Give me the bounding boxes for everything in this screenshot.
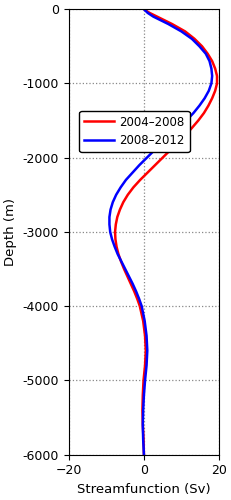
2008–2012 xyxy=(143,6,145,12)
2004–2008 xyxy=(144,362,146,368)
2004–2008 xyxy=(114,222,117,228)
2004–2008 xyxy=(133,288,136,294)
2008–2012 xyxy=(108,214,111,220)
2008–2012 xyxy=(108,222,111,228)
2004–2008 xyxy=(143,6,145,12)
2008–2012 xyxy=(143,452,145,458)
2004–2008 xyxy=(143,452,145,458)
2008–2012 xyxy=(111,236,113,242)
2008–2012 xyxy=(135,288,137,294)
Line: 2008–2012: 2008–2012 xyxy=(109,9,212,454)
X-axis label: Streamfunction (Sv): Streamfunction (Sv) xyxy=(77,483,211,496)
Legend: 2004–2008, 2008–2012: 2004–2008, 2008–2012 xyxy=(79,111,190,152)
2008–2012 xyxy=(203,95,206,101)
2004–2008 xyxy=(114,236,117,242)
2004–2008 xyxy=(116,214,119,220)
Y-axis label: Depth (m): Depth (m) xyxy=(4,198,17,266)
2008–2012 xyxy=(145,362,148,368)
Line: 2004–2008: 2004–2008 xyxy=(115,9,217,454)
2004–2008 xyxy=(211,95,213,101)
